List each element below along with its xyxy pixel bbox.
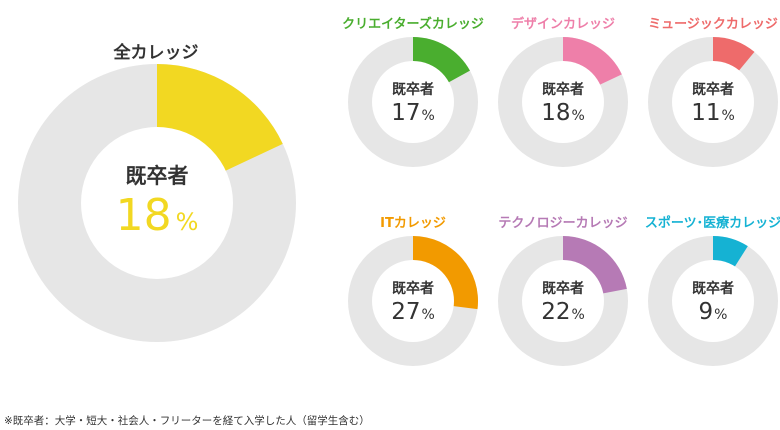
college-chart-center: 既卒者 27% <box>348 236 478 366</box>
college-value-number: 17 <box>391 99 421 126</box>
college-chart-title: スポーツ･医療カレッジ <box>644 216 780 231</box>
college-value-label: 18% <box>541 101 585 125</box>
college-value-label: 9% <box>699 300 728 324</box>
college-center-label: 既卒者 <box>392 81 434 98</box>
main-donut-chart <box>18 64 296 342</box>
main-chart-title: 全カレッジ <box>113 43 199 63</box>
college-value-unit: % <box>714 306 728 323</box>
donut-hole <box>522 260 604 342</box>
college-chart-center: 既卒者 9% <box>648 236 778 366</box>
college-value-number: 9 <box>698 298 714 325</box>
college-center-label: 既卒者 <box>542 81 584 98</box>
college-value-unit: % <box>421 107 435 124</box>
college-value-label: 27% <box>391 300 435 324</box>
college-center-label: 既卒者 <box>392 280 434 297</box>
college-donut-chart <box>498 236 628 366</box>
college-chart-center: 既卒者 18% <box>498 37 628 167</box>
college-value-unit: % <box>421 306 435 323</box>
college-donut-chart <box>648 236 778 366</box>
college-center-label: 既卒者 <box>692 81 734 98</box>
college-chart-title: ITカレッジ <box>380 216 446 231</box>
donut-hole <box>81 127 233 279</box>
college-value-unit: % <box>571 107 585 124</box>
college-chart-center: 既卒者 11% <box>648 37 778 167</box>
college-chart-title: クリエイターズカレッジ <box>342 17 484 32</box>
college-value-unit: % <box>571 306 585 323</box>
college-value-label: 17% <box>391 101 435 125</box>
footnote: ※既卒者：大学・短大・社会人・フリーターを経て入学した人（留学生含む） <box>4 415 370 427</box>
main-value-unit: % <box>175 208 199 236</box>
college-chart-center: 既卒者 17% <box>348 37 478 167</box>
college-donut-chart <box>498 37 628 167</box>
college-value-number: 22 <box>541 298 571 325</box>
college-value-label: 22% <box>541 300 585 324</box>
college-center-label: 既卒者 <box>692 280 734 297</box>
college-donut-chart <box>348 37 478 167</box>
donut-hole <box>372 61 454 143</box>
college-value-number: 27 <box>391 298 421 325</box>
donut-hole <box>672 61 754 143</box>
donut-hole <box>672 260 754 342</box>
main-center-label: 既卒者 <box>125 164 189 188</box>
donut-hole <box>522 61 604 143</box>
college-donut-chart <box>648 37 778 167</box>
college-value-label: 11% <box>691 101 735 125</box>
main-value-label: 18% <box>116 194 199 238</box>
main-value-number: 18 <box>115 190 172 241</box>
college-center-label: 既卒者 <box>542 280 584 297</box>
donut-hole <box>372 260 454 342</box>
college-chart-title: デザインカレッジ <box>510 17 615 32</box>
college-value-number: 11 <box>691 99 721 126</box>
college-value-number: 18 <box>541 99 571 126</box>
college-value-unit: % <box>721 107 735 124</box>
college-chart-title: テクノロジーカレッジ <box>498 216 628 231</box>
college-donut-chart <box>348 236 478 366</box>
college-chart-title: ミュージックカレッジ <box>648 17 778 32</box>
main-chart-center: 既卒者 18% <box>18 64 296 342</box>
college-chart-center: 既卒者 22% <box>498 236 628 366</box>
